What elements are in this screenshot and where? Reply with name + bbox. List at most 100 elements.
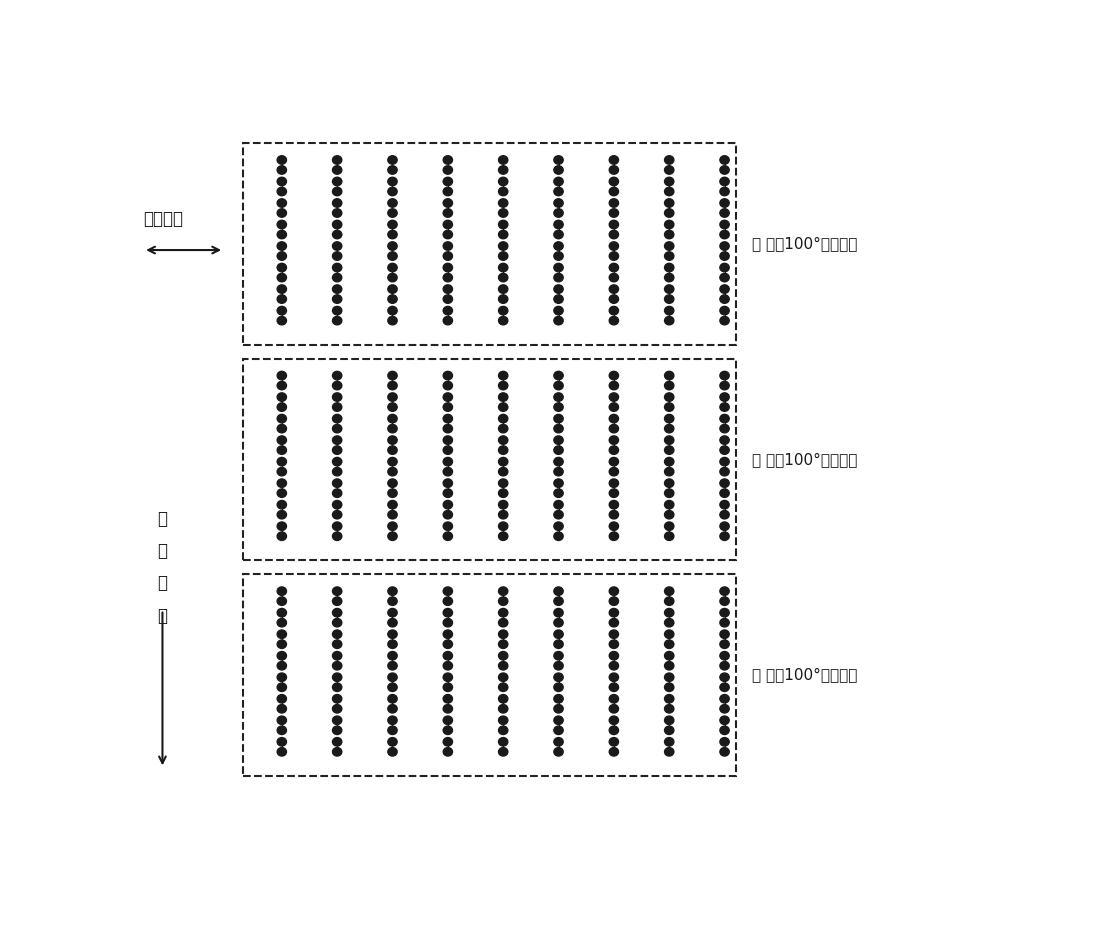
Ellipse shape xyxy=(720,199,729,208)
Ellipse shape xyxy=(332,683,342,691)
Ellipse shape xyxy=(443,209,453,217)
Ellipse shape xyxy=(609,618,619,627)
Ellipse shape xyxy=(332,467,342,476)
Ellipse shape xyxy=(388,177,397,186)
Ellipse shape xyxy=(443,597,453,606)
Ellipse shape xyxy=(498,166,508,174)
Ellipse shape xyxy=(278,609,286,617)
Ellipse shape xyxy=(665,273,674,282)
Ellipse shape xyxy=(609,532,619,540)
Ellipse shape xyxy=(332,284,342,293)
Ellipse shape xyxy=(332,630,342,638)
Ellipse shape xyxy=(554,446,563,454)
Ellipse shape xyxy=(665,726,674,735)
Ellipse shape xyxy=(388,372,397,380)
Ellipse shape xyxy=(609,446,619,454)
Ellipse shape xyxy=(554,510,563,519)
Ellipse shape xyxy=(388,597,397,606)
Text: 行: 行 xyxy=(157,542,167,560)
Ellipse shape xyxy=(554,188,563,195)
Ellipse shape xyxy=(554,597,563,606)
Ellipse shape xyxy=(665,317,674,325)
Ellipse shape xyxy=(665,177,674,186)
Ellipse shape xyxy=(332,403,342,411)
Ellipse shape xyxy=(278,166,286,174)
Ellipse shape xyxy=(278,673,286,682)
Ellipse shape xyxy=(332,177,342,186)
Ellipse shape xyxy=(443,392,453,401)
Ellipse shape xyxy=(609,704,619,713)
Ellipse shape xyxy=(443,640,453,648)
Ellipse shape xyxy=(498,425,508,433)
Ellipse shape xyxy=(665,306,674,315)
Ellipse shape xyxy=(498,726,508,735)
Ellipse shape xyxy=(388,284,397,293)
Ellipse shape xyxy=(498,510,508,519)
Ellipse shape xyxy=(554,317,563,325)
Ellipse shape xyxy=(609,414,619,423)
Ellipse shape xyxy=(332,640,342,648)
Ellipse shape xyxy=(665,640,674,648)
Ellipse shape xyxy=(665,609,674,617)
Ellipse shape xyxy=(443,479,453,487)
Ellipse shape xyxy=(609,230,619,239)
Ellipse shape xyxy=(443,403,453,411)
Ellipse shape xyxy=(278,467,286,476)
Ellipse shape xyxy=(498,597,508,606)
Ellipse shape xyxy=(278,220,286,228)
Ellipse shape xyxy=(720,522,729,531)
Ellipse shape xyxy=(332,306,342,315)
Ellipse shape xyxy=(332,532,342,540)
Ellipse shape xyxy=(443,177,453,186)
Ellipse shape xyxy=(609,273,619,282)
Ellipse shape xyxy=(443,284,453,293)
Ellipse shape xyxy=(720,673,729,682)
Ellipse shape xyxy=(665,436,674,445)
Ellipse shape xyxy=(498,479,508,487)
Ellipse shape xyxy=(388,273,397,282)
Ellipse shape xyxy=(278,403,286,411)
Ellipse shape xyxy=(609,673,619,682)
Ellipse shape xyxy=(388,726,397,735)
Ellipse shape xyxy=(332,522,342,531)
Ellipse shape xyxy=(388,199,397,208)
Ellipse shape xyxy=(665,188,674,195)
Ellipse shape xyxy=(720,467,729,476)
Ellipse shape xyxy=(554,457,563,465)
Ellipse shape xyxy=(554,284,563,293)
Ellipse shape xyxy=(332,372,342,380)
Ellipse shape xyxy=(278,510,286,519)
Ellipse shape xyxy=(609,609,619,617)
Ellipse shape xyxy=(332,230,342,239)
Ellipse shape xyxy=(388,252,397,261)
Ellipse shape xyxy=(720,264,729,272)
Ellipse shape xyxy=(498,630,508,638)
Ellipse shape xyxy=(278,457,286,465)
Ellipse shape xyxy=(498,651,508,660)
Ellipse shape xyxy=(332,738,342,746)
Ellipse shape xyxy=(665,199,674,208)
Ellipse shape xyxy=(332,609,342,617)
Ellipse shape xyxy=(665,230,674,239)
Ellipse shape xyxy=(332,425,342,433)
Text: 摇扑方向: 摇扑方向 xyxy=(143,210,184,228)
Text: 第 三个100°摇扑条带: 第 三个100°摇扑条带 xyxy=(752,667,857,683)
Ellipse shape xyxy=(498,177,508,186)
Ellipse shape xyxy=(498,252,508,261)
Bar xyxy=(244,143,736,345)
Ellipse shape xyxy=(720,651,729,660)
Ellipse shape xyxy=(278,273,286,282)
Ellipse shape xyxy=(388,479,397,487)
Ellipse shape xyxy=(720,479,729,487)
Ellipse shape xyxy=(554,381,563,390)
Ellipse shape xyxy=(720,609,729,617)
Ellipse shape xyxy=(388,392,397,401)
Ellipse shape xyxy=(278,372,286,380)
Ellipse shape xyxy=(720,403,729,411)
Ellipse shape xyxy=(278,597,286,606)
Ellipse shape xyxy=(665,242,674,250)
Ellipse shape xyxy=(665,381,674,390)
Ellipse shape xyxy=(720,587,729,595)
Ellipse shape xyxy=(609,640,619,648)
Ellipse shape xyxy=(332,209,342,217)
